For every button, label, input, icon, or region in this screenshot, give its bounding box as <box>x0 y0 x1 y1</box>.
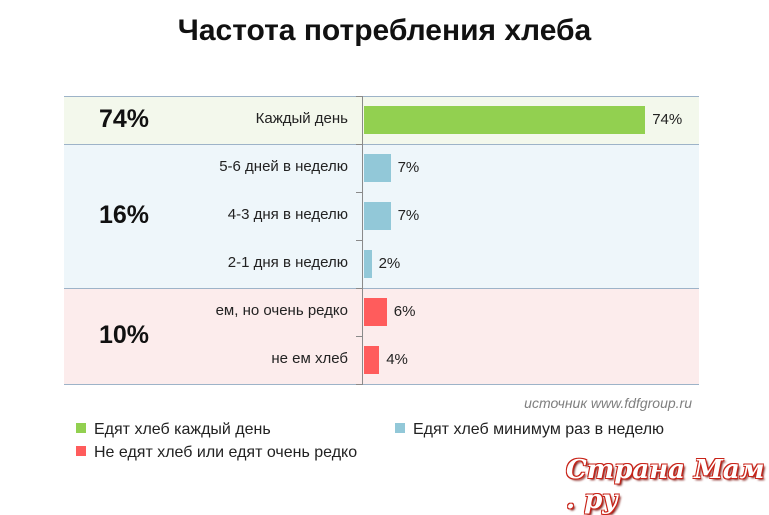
group-separator <box>64 144 699 145</box>
bar <box>364 346 380 374</box>
value-label: 7% <box>397 159 420 176</box>
value-label: 74% <box>652 111 683 128</box>
axis-tick <box>356 336 363 337</box>
legend-label-weekly: Едят хлеб минимум раз в неделю <box>413 421 665 438</box>
axis-tick <box>356 144 363 145</box>
legend-swatch-rarely <box>76 446 86 456</box>
category-label: 4-3 дня в неделю <box>227 206 348 223</box>
bar <box>364 250 372 278</box>
category-label: Каждый день <box>255 110 348 127</box>
category-label: ем, но очень редко <box>215 302 348 319</box>
group-separator <box>64 288 699 289</box>
axis-tick <box>356 240 363 241</box>
group-total-label: 16% <box>98 201 150 229</box>
legend-item-daily: Едят хлеб каждый день <box>76 421 271 439</box>
legend-label-daily: Едят хлеб каждый день <box>94 421 271 438</box>
axis-tick <box>356 192 363 193</box>
bar <box>364 106 646 134</box>
legend-label-rarely: Не едят хлеб или едят очень редко <box>94 444 358 461</box>
axis-tick <box>356 384 363 385</box>
group-total-label: 10% <box>98 321 150 349</box>
legend-item-rarely: Не едят хлеб или едят очень редко <box>76 444 357 462</box>
bar <box>364 154 391 182</box>
value-label: 6% <box>393 303 416 320</box>
bar-chart: 74% 16% 10% Каждый день 74% 5-6 дней в неделю… <box>64 96 699 385</box>
axis-tick <box>356 96 363 97</box>
source-note: источник www.fdfgroup.ru <box>524 395 692 411</box>
chart-title: Частота потребления хлеба <box>177 14 592 47</box>
legend-swatch-weekly <box>395 423 405 433</box>
legend-item-weekly: Едят хлеб минимум раз в неделю <box>395 421 664 439</box>
value-label: 7% <box>397 207 420 224</box>
value-label: 4% <box>386 351 408 368</box>
group-separator <box>64 96 699 97</box>
category-label: 5-6 дней в неделю <box>219 158 348 175</box>
group-separator <box>64 384 699 385</box>
axis-tick <box>356 288 363 289</box>
legend-swatch-daily <box>76 423 86 433</box>
bar <box>364 202 391 230</box>
category-label: не ем хлеб <box>271 350 348 367</box>
group-total-label: 74% <box>98 105 150 133</box>
bar <box>364 298 387 326</box>
site-watermark-logo: Страна Мам . ру <box>566 455 765 515</box>
category-label: 2-1 дня в неделю <box>227 254 348 271</box>
value-label: 2% <box>378 255 401 272</box>
